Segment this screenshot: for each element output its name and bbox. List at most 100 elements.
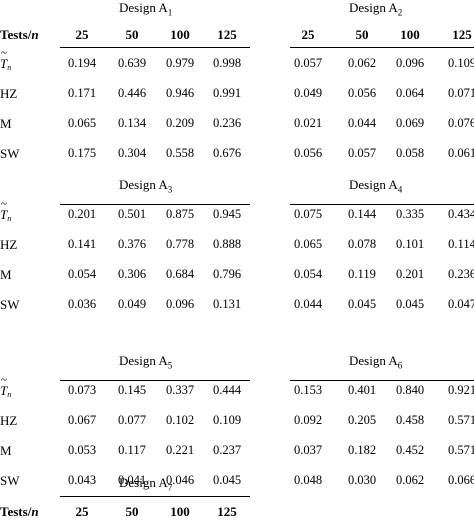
cell-left: 0.201 — [67, 207, 97, 221]
cell-left: 0.054 — [67, 267, 97, 281]
rule-header-bottom — [60, 496, 250, 497]
rule-left-2 — [60, 380, 250, 381]
cell-right: 0.056 — [347, 86, 377, 100]
rule-right-2 — [290, 380, 474, 381]
cell-right: 0.840 — [395, 383, 425, 397]
cell-left: 0.444 — [212, 383, 242, 397]
cell-left: 0.117 — [118, 443, 146, 457]
design-title-5: Design A5 — [119, 353, 173, 371]
cell-left: 0.067 — [67, 413, 97, 427]
cell-left: 0.796 — [212, 267, 242, 281]
cell-right: 0.201 — [395, 267, 425, 281]
cell-right: 0.056 — [293, 146, 323, 160]
cell-right: 0.047 — [447, 297, 474, 311]
cell-right: 0.062 — [395, 473, 425, 487]
header-size-left-25: 25 — [75, 27, 89, 42]
header-tests-n: Tests/n — [0, 27, 39, 42]
cell-right: 0.054 — [293, 267, 323, 281]
cell-left: 0.171 — [67, 86, 97, 100]
header-size-left-25: 25 — [75, 504, 89, 519]
row-label-sw: SW — [0, 473, 20, 488]
cell-right: 0.458 — [395, 413, 425, 427]
cell-right: 0.021 — [293, 116, 323, 130]
cell-right: 0.057 — [293, 56, 323, 70]
cell-left: 0.946 — [165, 86, 195, 100]
cell-left: 0.501 — [117, 207, 147, 221]
rule-header-right — [290, 47, 474, 48]
design-title-2: Design A2 — [349, 0, 403, 18]
cell-left: 0.096 — [165, 297, 195, 311]
design-title-1: Design A1 — [119, 0, 173, 18]
cell-left: 0.676 — [212, 146, 242, 160]
cell-left: 0.045 — [212, 473, 242, 487]
cell-left: 0.049 — [117, 297, 147, 311]
row-label-hz: HZ — [0, 237, 18, 252]
row-label-hz: HZ — [0, 413, 18, 428]
cell-right: 0.096 — [395, 56, 425, 70]
cell-left: 0.046 — [165, 473, 195, 487]
row-label-hz: HZ — [0, 86, 18, 101]
cell-right: 0.044 — [293, 297, 323, 311]
cell-left: 0.065 — [67, 116, 97, 130]
cell-right: 0.065 — [293, 237, 323, 251]
row-label-tn: ~ Tn — [0, 47, 12, 72]
cell-right: 0.401 — [347, 383, 377, 397]
cell-right: 0.037 — [293, 443, 323, 457]
cell-left: 0.194 — [67, 56, 97, 70]
cell-right: 0.044 — [347, 116, 377, 130]
cell-left: 0.888 — [212, 237, 242, 251]
cell-left: 0.073 — [67, 383, 97, 397]
cell-left: 0.221 — [165, 443, 195, 457]
cell-left: 0.991 — [212, 86, 242, 100]
cell-left: 0.778 — [165, 237, 195, 251]
cell-right: 0.109 — [447, 56, 474, 70]
cell-left: 0.446 — [117, 86, 147, 100]
cell-right: 0.571 — [447, 443, 474, 457]
cell-left: 0.102 — [165, 413, 195, 427]
cell-left: 0.036 — [67, 297, 97, 311]
header-size-left-100: 100 — [170, 504, 190, 519]
cell-right: 0.071 — [447, 86, 474, 100]
cell-right: 0.144 — [347, 207, 377, 221]
cell-left: 0.306 — [117, 267, 147, 281]
cell-left: 0.376 — [117, 237, 147, 251]
header-tests-n: Tests/n — [0, 504, 39, 519]
cell-right: 0.062 — [347, 56, 377, 70]
design-title-4: Design A4 — [349, 177, 403, 195]
cell-left: 0.131 — [212, 297, 242, 311]
rule-right-1 — [290, 204, 474, 205]
cell-right: 0.434 — [447, 207, 474, 221]
header-size-left-100: 100 — [170, 27, 190, 42]
cell-left: 0.145 — [117, 383, 147, 397]
cell-left: 0.558 — [165, 146, 195, 160]
cell-left: 0.304 — [117, 146, 147, 160]
cell-right: 0.335 — [395, 207, 425, 221]
design-title-6: Design A6 — [349, 353, 403, 371]
cell-right: 0.101 — [395, 237, 425, 251]
cell-left: 0.209 — [165, 116, 195, 130]
cell-left: 0.237 — [212, 443, 242, 457]
header-size-right-100: 100 — [400, 27, 420, 42]
header-size-right-125: 125 — [452, 27, 472, 42]
cell-right: 0.057 — [347, 146, 377, 160]
cell-left: 0.979 — [165, 56, 195, 70]
cell-right: 0.205 — [347, 413, 377, 427]
cell-right: 0.058 — [395, 146, 425, 160]
cell-left: 0.945 — [212, 207, 242, 221]
row-label-m: M — [0, 443, 12, 458]
cell-right: 0.571 — [447, 413, 474, 427]
cell-right: 0.048 — [293, 473, 323, 487]
row-label-sw: SW — [0, 297, 20, 312]
cell-right: 0.182 — [347, 443, 377, 457]
cell-left: 0.236 — [212, 116, 242, 130]
row-label-tn: ~ Tn — [0, 374, 12, 399]
cell-right: 0.069 — [395, 116, 425, 130]
row-label-m: M — [0, 116, 12, 131]
cell-right: 0.049 — [293, 86, 323, 100]
cell-right: 0.045 — [395, 297, 425, 311]
cell-left: 0.041 — [117, 473, 147, 487]
design-title-3: Design A3 — [119, 177, 173, 195]
cell-left: 0.875 — [165, 207, 195, 221]
cell-left: 0.109 — [212, 413, 242, 427]
cell-right: 0.452 — [395, 443, 425, 457]
